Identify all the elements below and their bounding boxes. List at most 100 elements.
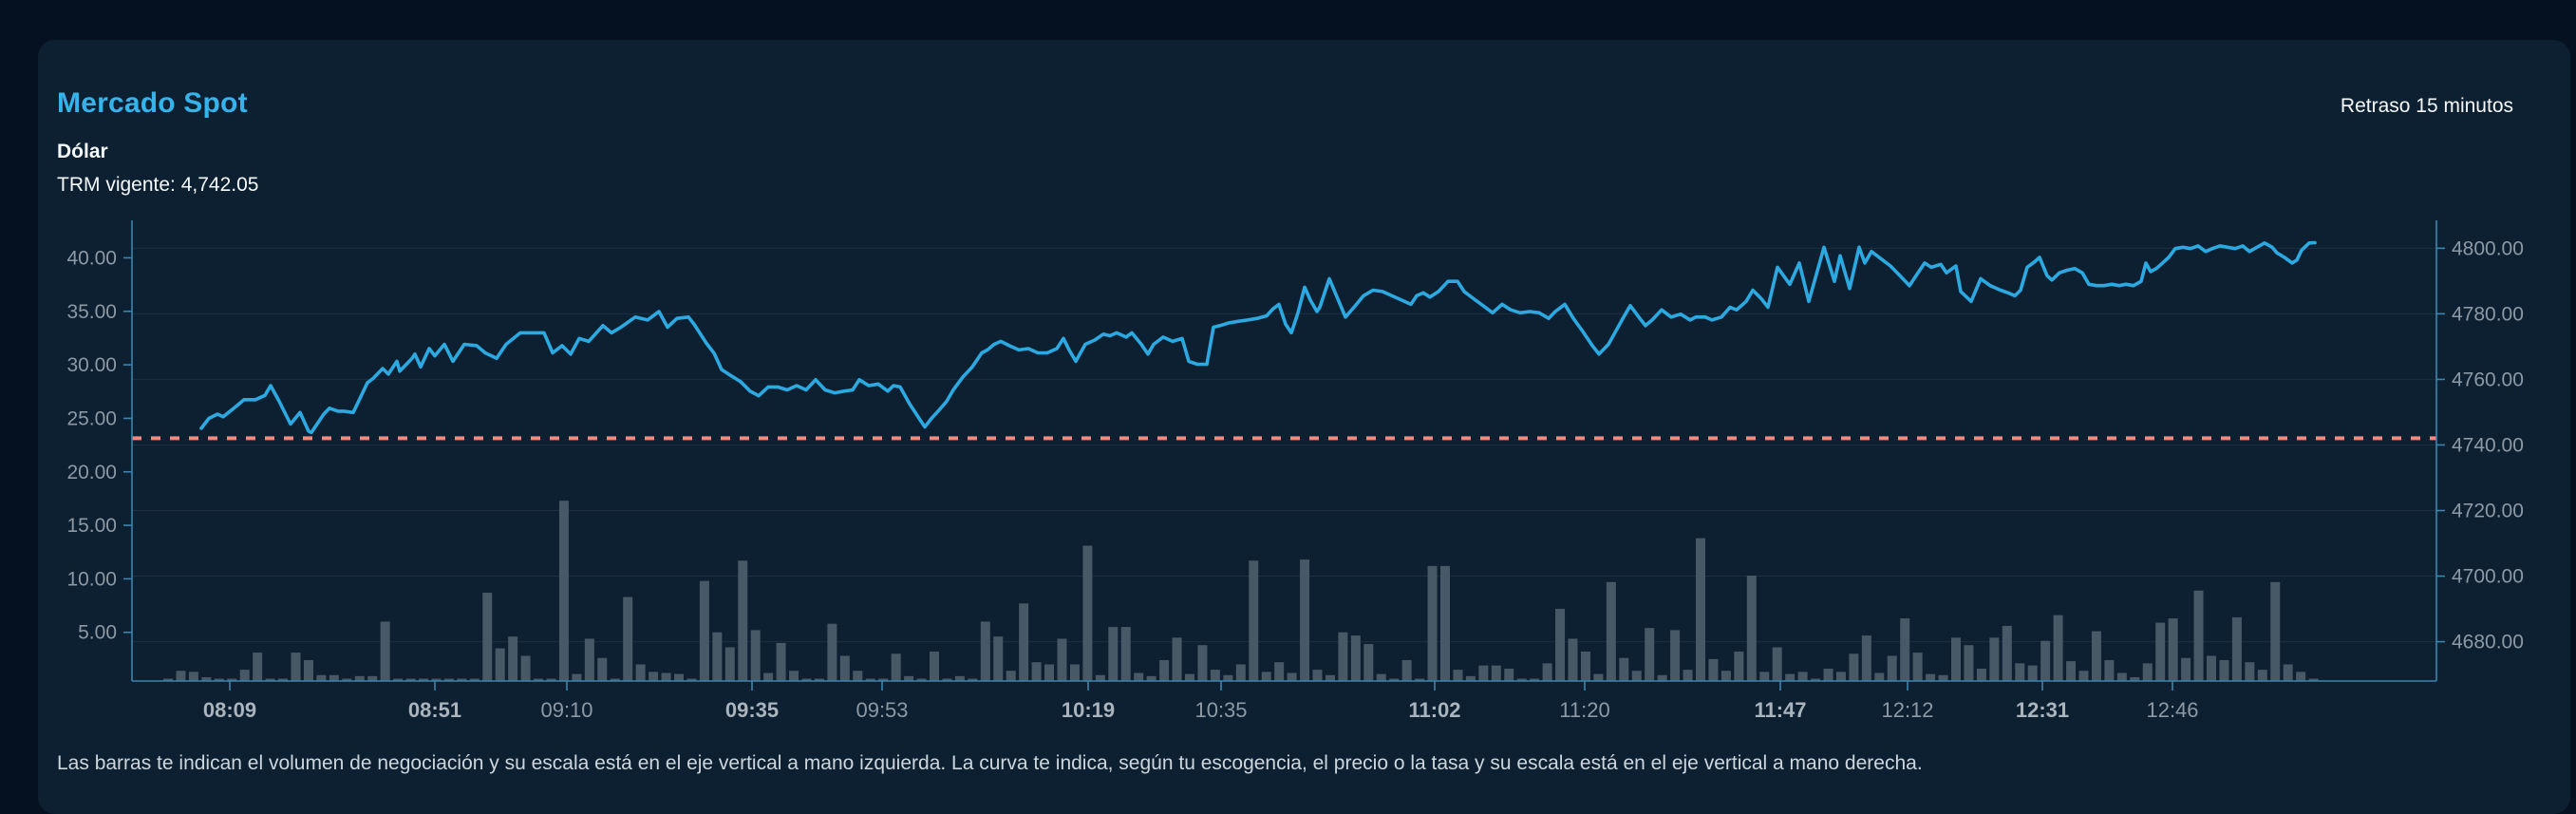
volume-bar	[635, 664, 646, 681]
volume-bar	[1350, 635, 1361, 681]
volume-bar	[342, 678, 352, 681]
right-axis-tick-label: 4720.00	[2452, 500, 2524, 521]
volume-bar	[1235, 664, 1246, 681]
right-axis-tick-label: 4760.00	[2452, 369, 2524, 390]
volume-bar	[2193, 590, 2204, 681]
volume-bar	[1951, 637, 1961, 681]
volume-bar	[1887, 655, 1897, 681]
volume-bar	[419, 678, 428, 681]
volume-bar	[968, 678, 978, 681]
left-axis-tick-label: 35.00	[66, 301, 117, 323]
volume-bar	[814, 678, 824, 681]
volume-bar	[789, 671, 799, 681]
volume-bar	[1874, 672, 1885, 681]
volume-bar	[1338, 632, 1348, 681]
volume-bar	[316, 674, 327, 681]
left-axis-tick-label: 15.00	[66, 515, 117, 537]
volume-bar	[610, 678, 620, 681]
volume-bar	[661, 672, 671, 681]
volume-bar	[2283, 664, 2293, 681]
x-axis-tick-label: 10:35	[1194, 698, 1247, 722]
volume-bar	[2142, 663, 2153, 681]
right-axis-tick-label: 4700.00	[2452, 566, 2524, 588]
x-axis-tick-label: 12:46	[2146, 698, 2198, 722]
volume-bar	[1504, 668, 1514, 681]
left-axis-tick-label: 30.00	[66, 354, 117, 376]
volume-bar	[508, 636, 518, 681]
volume-bar	[1223, 674, 1233, 681]
volume-bar	[674, 673, 684, 681]
x-axis-tick-label: 12:12	[1881, 698, 1933, 722]
volume-bar	[1095, 674, 1105, 681]
volume-bar	[329, 674, 339, 681]
volume-bar	[1926, 673, 1936, 681]
volume-bar	[2155, 622, 2166, 681]
volume-bar	[1300, 559, 1310, 681]
volume-bar	[431, 678, 442, 681]
volume-bar	[763, 672, 774, 681]
x-axis-tick-label: 09:53	[856, 698, 908, 722]
left-axis-tick-label: 40.00	[66, 247, 117, 269]
volume-bar	[1516, 678, 1527, 681]
volume-bar	[2270, 581, 2281, 681]
volume-bar	[1835, 672, 1846, 681]
volume-bar	[1683, 670, 1693, 681]
volume-bar	[1249, 560, 1259, 681]
volume-bar	[1415, 678, 1425, 681]
volume-bar	[176, 671, 186, 681]
trm-value-label: TRM vigente: 4,742.05	[57, 174, 259, 196]
volume-bar	[1465, 675, 1476, 681]
volume-bar	[1619, 657, 1629, 681]
volume-bar	[457, 678, 467, 681]
volume-bar	[1759, 672, 1770, 681]
price-line	[199, 240, 2317, 435]
volume-bar	[2130, 676, 2140, 681]
volume-bar	[1019, 603, 1029, 681]
volume-bar	[1720, 671, 1731, 681]
volume-bar	[1006, 671, 1016, 681]
volume-bar	[354, 675, 365, 681]
x-axis-tick-label: 11:20	[1559, 698, 1609, 722]
volume-bar	[2181, 657, 2191, 681]
volume-bar	[930, 651, 939, 681]
volume-bar	[699, 580, 709, 681]
volume-bar	[534, 678, 544, 681]
x-axis-tick-label: 12:31	[2016, 698, 2069, 722]
volume-bar	[954, 675, 965, 681]
volume-bar	[1031, 662, 1042, 681]
volume-bar	[1172, 637, 1182, 681]
volume-bar	[2245, 662, 2255, 681]
volume-bar	[980, 621, 990, 681]
volume-bar	[584, 638, 594, 681]
volume-bar	[1785, 673, 1796, 681]
volume-bar	[253, 653, 263, 681]
volume-bar	[2015, 663, 2025, 681]
right-axis-tick-label: 4680.00	[2452, 632, 2524, 653]
volume-bar	[572, 673, 582, 681]
volume-bar	[303, 659, 313, 681]
volume-bar	[546, 678, 556, 681]
volume-bar	[2066, 661, 2077, 681]
volume-bar	[2104, 659, 2115, 681]
volume-bar	[1938, 674, 1948, 681]
volume-bar	[801, 678, 812, 681]
volume-bar	[2116, 672, 2127, 681]
volume-bar	[597, 657, 608, 681]
volume-bar	[865, 678, 875, 681]
volume-bar	[686, 678, 697, 681]
volume-bar	[163, 678, 173, 681]
x-axis-tick-label: 11:02	[1408, 698, 1460, 722]
right-axis-tick-label: 4740.00	[2452, 434, 2524, 456]
volume-bar	[1120, 627, 1131, 681]
x-axis-tick-label: 09:10	[540, 698, 592, 722]
volume-bar	[1427, 565, 1438, 681]
volume-bar	[891, 653, 901, 681]
volume-bar	[1708, 658, 1719, 681]
volume-bar	[1440, 565, 1450, 681]
instrument-label: Dólar	[57, 141, 108, 162]
volume-bar	[1606, 581, 1616, 681]
volume-bar	[724, 647, 735, 681]
volume-bar	[393, 678, 404, 681]
